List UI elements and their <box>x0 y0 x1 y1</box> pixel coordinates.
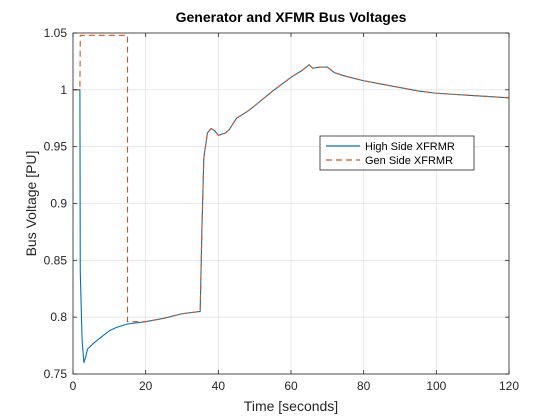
x-tick-label: 60 <box>284 379 298 393</box>
legend: High Side XFRMR Gen Side XFRMR <box>319 135 475 171</box>
x-tick-label: 0 <box>70 379 77 393</box>
x-axis-title: Time [seconds] <box>244 398 338 414</box>
plot-area: 0 20 40 60 80 100 120 0.75 0.8 0.85 0.9 0.95 1 1.05 <box>44 26 520 393</box>
legend-box <box>319 135 475 171</box>
y-axis-title: Bus Voltage [PU] <box>23 151 39 257</box>
y-tick-label: 0.9 <box>50 197 67 211</box>
ticks: 0 20 40 60 80 100 120 0.75 0.8 0.85 0.9 0.95 1 1.05 <box>44 26 520 393</box>
x-tick-label: 120 <box>499 379 519 393</box>
legend-label-high-side: High Side XFRMR <box>365 141 455 153</box>
x-tick-label: 80 <box>357 379 371 393</box>
series-layer <box>73 34 510 364</box>
legend-label-gen-side: Gen Side XFRMR <box>365 155 453 167</box>
chart-title: Generator and XFMR Bus Voltages <box>176 9 407 25</box>
y-tick-label: 1.05 <box>44 26 68 40</box>
y-tick-label: 0.8 <box>50 310 67 324</box>
x-tick-label: 100 <box>426 379 446 393</box>
y-tick-label: 1 <box>60 83 67 97</box>
x-tick-label: 40 <box>212 379 226 393</box>
y-tick-label: 0.75 <box>44 367 68 381</box>
series-line-gen-side <box>73 34 510 323</box>
y-tick-label: 0.95 <box>44 140 68 154</box>
y-tick-label: 0.85 <box>44 253 68 267</box>
x-tick-label: 20 <box>139 379 153 393</box>
